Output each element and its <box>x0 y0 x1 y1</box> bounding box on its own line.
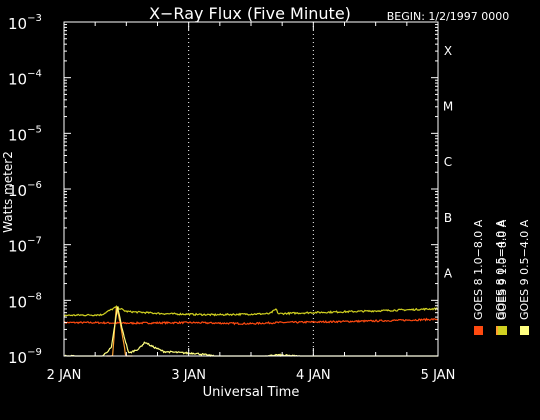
flare-class-label: A <box>444 267 453 281</box>
x-tick-label: 2 JAN <box>47 368 82 383</box>
y-tick-label: 10−9 <box>8 347 42 367</box>
y-tick-label: 10−4 <box>8 69 42 89</box>
flare-class-label: M <box>443 100 453 114</box>
chart-title: X−Ray Flux (Five Minute) <box>149 4 351 23</box>
flare-class-axis: X M C B A <box>443 44 453 281</box>
series-line <box>63 317 439 326</box>
legend-label: GOES 9 1.0−8.0 A <box>496 219 509 320</box>
x-axis: 2 JAN 3 JAN 4 JAN 5 JAN <box>47 22 456 383</box>
flare-class-label: B <box>444 211 452 225</box>
y-axis-title: Watts meter2 <box>1 151 15 233</box>
y-tick-label: 10−6 <box>8 180 42 200</box>
x-axis-title: Universal Time <box>203 385 300 400</box>
x-tick-label: 4 JAN <box>296 368 331 383</box>
legend-swatch <box>520 326 529 335</box>
legend-swatch <box>474 326 483 335</box>
x-tick-label: 3 JAN <box>171 368 206 383</box>
legend-label: GOES 9 0.5−4.0 A <box>518 219 531 320</box>
x-tick-label: 5 JAN <box>421 368 456 383</box>
legend-label: GOES 8 0.5−4.0 A <box>494 219 507 320</box>
series-line <box>63 305 439 317</box>
legend-label: GOES 8 1.0−8.0 A <box>472 219 485 320</box>
begin-label: BEGIN: 1/2/1997 0000 <box>387 10 510 23</box>
flare-class-label: X <box>444 44 452 58</box>
flare-class-label: C <box>444 155 452 169</box>
y-tick-label: 10−8 <box>8 291 42 311</box>
legend-swatch <box>498 326 507 335</box>
y-tick-label: 10−7 <box>8 236 42 256</box>
y-tick-label: 10−3 <box>8 13 42 33</box>
y-tick-label: 10−5 <box>8 124 42 144</box>
